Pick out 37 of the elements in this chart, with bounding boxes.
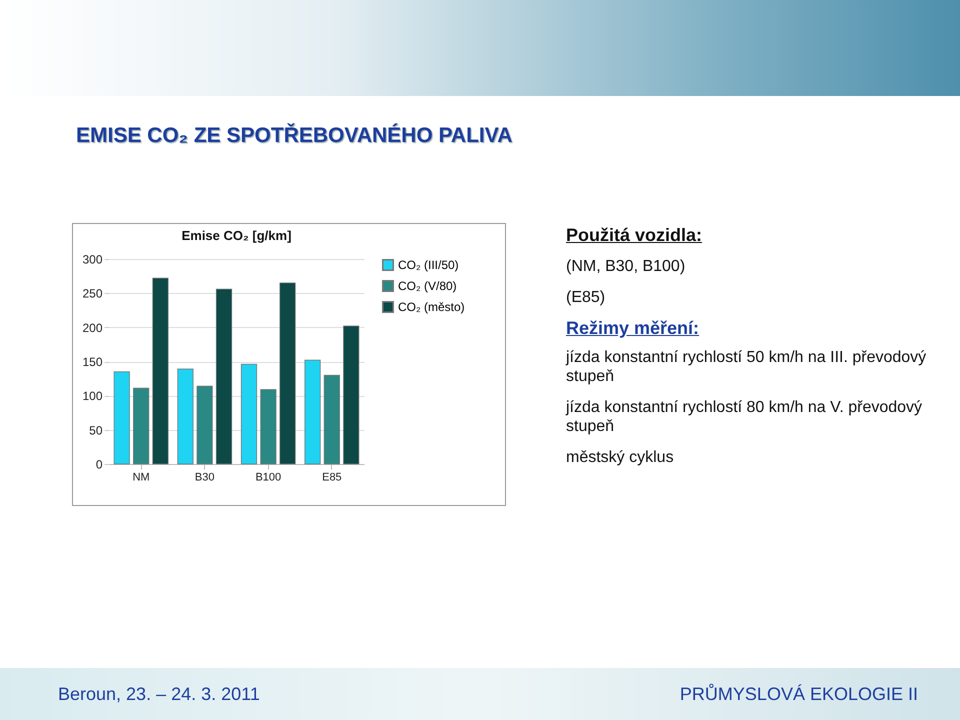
- text: jízda konstantní rychlostí 50 km/h na III. převodový stupeň: [566, 348, 928, 386]
- y-tick-label: 250: [82, 286, 103, 301]
- y-tick-label: 200: [82, 320, 103, 335]
- text: PRŮMYSLOVÁ EKOLOGIE II: [680, 684, 918, 705]
- bar: [324, 374, 340, 464]
- bar: [152, 278, 168, 464]
- text: městský cyklus: [566, 448, 675, 467]
- text: Použitá vozidla:: [566, 225, 704, 245]
- bar: [304, 360, 321, 464]
- text: (E85): [566, 288, 606, 307]
- y-tick-label: 150: [82, 355, 103, 369]
- bar: [133, 388, 150, 464]
- bar: [280, 282, 296, 464]
- text: (NM, B30, B100): [566, 257, 686, 276]
- legend-label: CO₂ (město): [398, 300, 465, 314]
- text: Beroun, 23. – 24. 3. 2011: [58, 684, 260, 705]
- bar: [260, 389, 276, 464]
- x-tick-label: B100: [255, 472, 282, 484]
- y-tick-label: 300: [82, 252, 103, 266]
- y-tick-label: 0: [96, 458, 103, 472]
- x-tick-label: B30: [194, 472, 214, 484]
- text: Režimy měření:: [566, 318, 700, 338]
- legend-label: CO₂ (V/80): [398, 279, 457, 293]
- x-tick-label: NM: [132, 472, 150, 484]
- bar: [114, 371, 130, 464]
- text: jízda konstantní rychlostí 80 km/h na V. převodový stupeň: [566, 398, 924, 436]
- bar: [240, 364, 258, 464]
- bar: [196, 386, 213, 464]
- chart-subtitle: Emise CO₂ [g/km]: [182, 228, 292, 243]
- bar: [216, 288, 232, 464]
- y-tick-label: 50: [89, 423, 103, 438]
- x-tick-label: E85: [322, 472, 342, 484]
- chart-title: EMISE CO₂ ZE SPOTŘEBOVANÉHO PALIVA: [76, 124, 512, 148]
- y-tick-label: 100: [82, 389, 103, 404]
- bar: [343, 326, 360, 464]
- bar: [177, 368, 194, 464]
- legend-label: CO₂ (III/50): [398, 258, 459, 272]
